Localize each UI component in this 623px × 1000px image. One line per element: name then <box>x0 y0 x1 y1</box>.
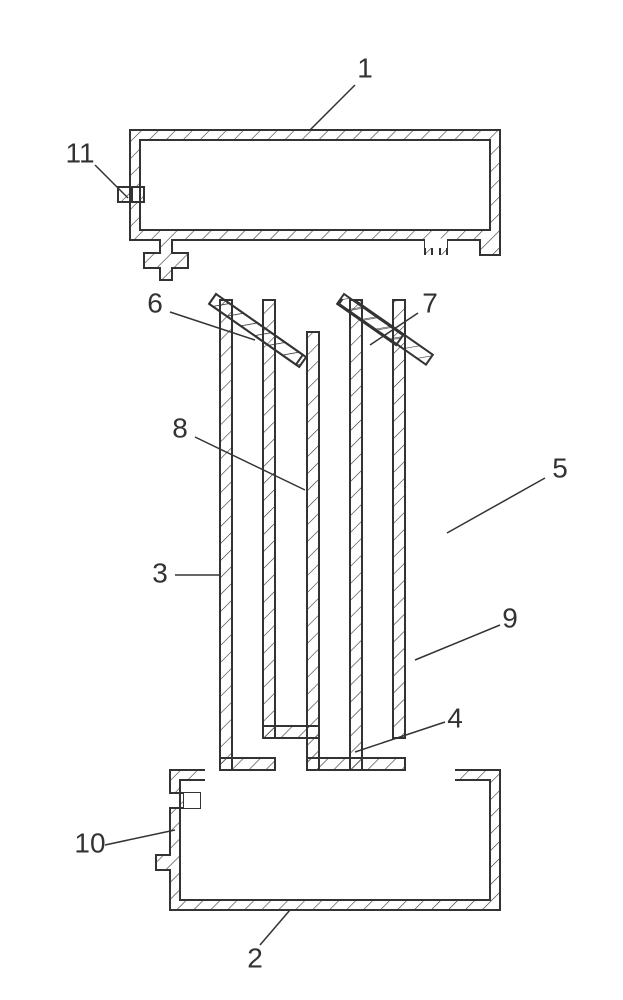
leader-5 <box>447 478 545 533</box>
label-10: 10 <box>74 827 105 858</box>
diagram-root: 1116785394102 <box>0 0 623 1000</box>
label-3: 3 <box>152 557 168 588</box>
leader-2 <box>260 910 290 945</box>
label-9: 9 <box>502 602 518 633</box>
label-2: 2 <box>247 942 263 973</box>
label-5: 5 <box>552 452 568 483</box>
leader-10 <box>105 830 175 845</box>
leader-1 <box>310 85 355 130</box>
label-7: 7 <box>422 287 438 318</box>
label-6: 6 <box>147 287 163 318</box>
label-1: 1 <box>357 52 373 83</box>
label-11: 11 <box>65 137 94 168</box>
leader-11 <box>95 165 128 198</box>
bottom-port-hook <box>184 780 200 808</box>
label-8: 8 <box>172 412 188 443</box>
label-4: 4 <box>447 702 463 733</box>
bottom-base <box>156 770 500 910</box>
central-assembly <box>205 255 455 785</box>
